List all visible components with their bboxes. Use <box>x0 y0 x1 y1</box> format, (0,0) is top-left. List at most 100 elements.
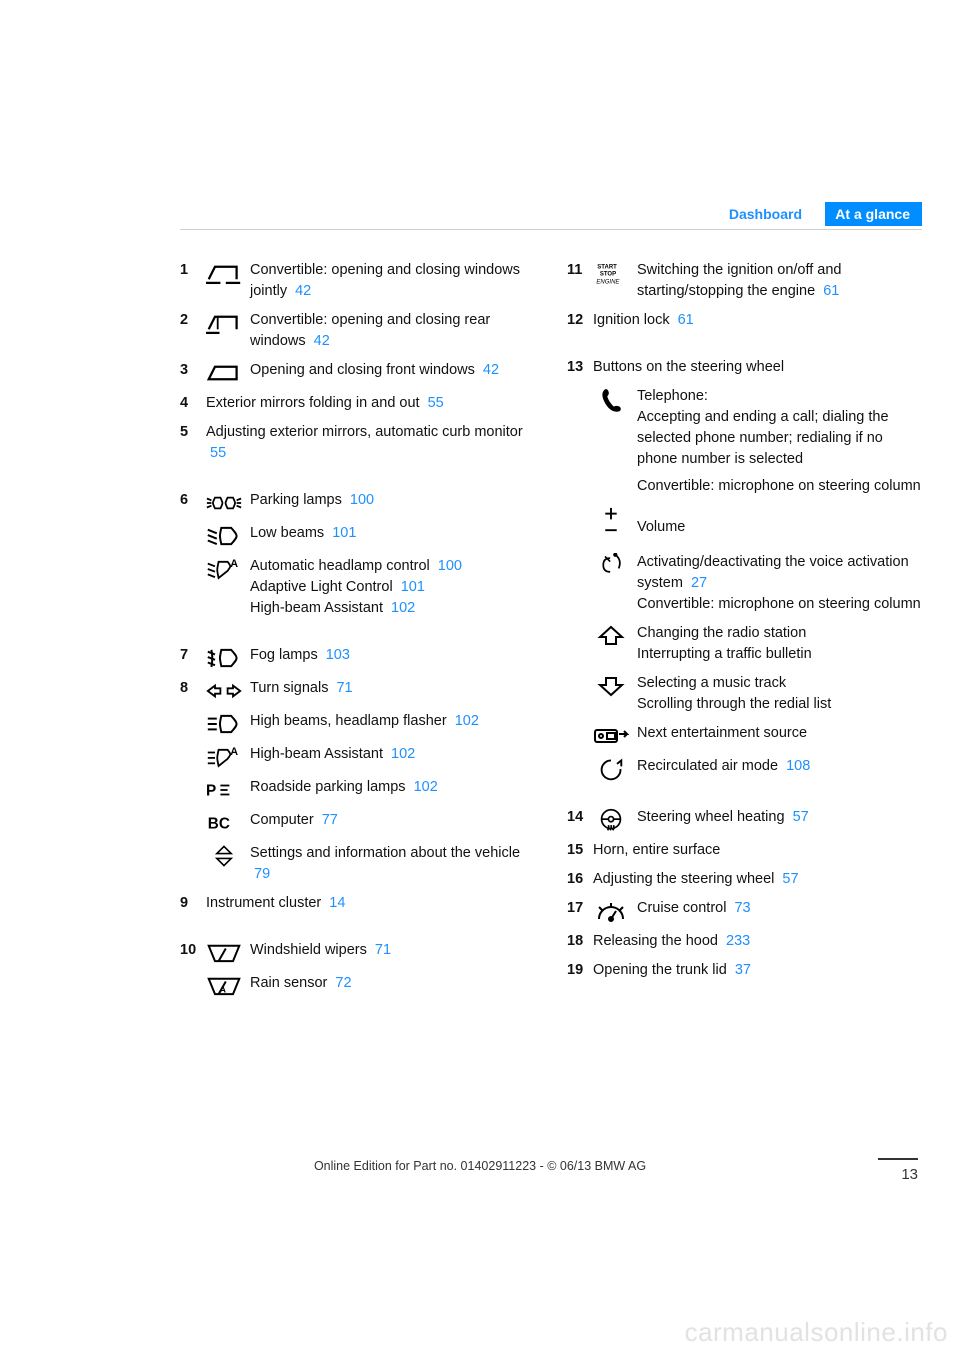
item-text: Accepting and ending a call; dialing the… <box>637 407 922 470</box>
item-10b: A Rain sensor 72 <box>206 973 535 998</box>
item-13e: Selecting a music track Scrolling throug… <box>593 673 922 715</box>
item-number: 13 <box>567 357 593 378</box>
item-text: Buttons on the steering wheel <box>593 359 784 375</box>
item-7: 7 Fog lamps 103 <box>180 645 535 670</box>
item-13a: Telephone: Accepting and ending a call; … <box>593 386 922 497</box>
page-ref[interactable]: 61 <box>678 312 694 328</box>
windshield-wipers-icon <box>206 940 250 965</box>
item-number: 14 <box>567 807 593 828</box>
page-ref[interactable]: 233 <box>726 933 750 949</box>
item-13: 13 Buttons on the steering wheel <box>567 357 922 378</box>
page-ref[interactable]: 14 <box>329 895 345 911</box>
fog-lamps-icon <box>206 645 250 670</box>
item-9: 9 Instrument cluster 14 <box>180 893 535 914</box>
item-text: Horn, entire surface <box>593 842 720 858</box>
windows-jointly-icon <box>206 260 250 285</box>
item-text: Changing the radio station <box>637 623 922 644</box>
page-ref[interactable]: 57 <box>793 809 809 825</box>
item-text: Windshield wipers <box>250 942 371 958</box>
item-18: 18 Releasing the hood 233 <box>567 931 922 952</box>
start-stop-engine-icon: STARTSTOPENGINE <box>593 260 637 285</box>
page-ref[interactable]: 42 <box>295 283 311 299</box>
item-text: Convertible: microphone on steering colu… <box>637 594 922 615</box>
page-ref[interactable]: 79 <box>254 866 270 882</box>
item-text: Fog lamps <box>250 647 322 663</box>
page-ref[interactable]: 72 <box>335 975 351 991</box>
item-text: Opening and closing front windows <box>250 362 479 378</box>
item-8f: Settings and information about the vehic… <box>206 843 535 885</box>
item-text: Convertible: opening and closing rear wi… <box>250 312 490 349</box>
item-text: Parking lamps <box>250 492 346 508</box>
page-ref[interactable]: 42 <box>483 362 499 378</box>
arrow-up-outline-icon <box>593 623 637 648</box>
item-number: 3 <box>180 360 206 381</box>
page-ref[interactable]: 61 <box>823 283 839 299</box>
item-number: 11 <box>567 260 593 281</box>
item-text: Interrupting a traffic bulletin <box>637 644 922 665</box>
item-number: 12 <box>567 310 593 331</box>
item-13c: Activating/deactivating the voice activa… <box>593 552 922 615</box>
auto-headlamp-icon: A <box>206 556 250 581</box>
rear-windows-icon <box>206 310 250 335</box>
page-ref[interactable]: 108 <box>786 758 810 774</box>
next-source-icon <box>593 723 637 748</box>
high-beam-assistant-icon: A <box>206 744 250 769</box>
header-section-badge: At a glance <box>825 202 922 226</box>
item-text: Convertible: microphone on steering colu… <box>637 476 922 497</box>
item-5: 5 Adjusting exterior mirrors, automatic … <box>180 422 535 464</box>
item-number: 9 <box>180 893 206 914</box>
svg-text:ENGINE: ENGINE <box>596 279 620 285</box>
page-ref[interactable]: 102 <box>391 746 415 762</box>
item-19: 19 Opening the trunk lid 37 <box>567 960 922 981</box>
item-2: 2 Convertible: opening and closing rear … <box>180 310 535 352</box>
page-ref[interactable]: 57 <box>782 871 798 887</box>
item-text: Adjusting exterior mirrors, automatic cu… <box>206 424 523 440</box>
recirculated-air-icon <box>593 756 637 781</box>
settings-triangles-icon <box>206 843 250 868</box>
high-beams-icon <box>206 711 250 736</box>
item-number: 19 <box>567 960 593 981</box>
page-ref[interactable]: 71 <box>375 942 391 958</box>
left-column: 1 Convertible: opening and closing windo… <box>180 260 535 1006</box>
item-text: Cruise control <box>637 900 730 916</box>
page-ref[interactable]: 100 <box>438 558 462 574</box>
item-text: Convertible: opening and closing windows… <box>250 262 520 299</box>
item-text: Next entertainment source <box>637 725 807 741</box>
svg-text:START: START <box>597 265 617 271</box>
footer-text: Online Edition for Part no. 01402911223 … <box>0 1159 960 1173</box>
voice-activation-icon <box>593 552 637 577</box>
turn-signals-icon <box>206 678 250 703</box>
item-8d: P Roadside parking lamps 102 <box>206 777 535 802</box>
page-ref[interactable]: 102 <box>414 779 438 795</box>
item-8c: A High-beam Assistant 102 <box>206 744 535 769</box>
page-ref[interactable]: 102 <box>455 713 479 729</box>
item-13b: Volume <box>593 505 922 538</box>
page-ref[interactable]: 73 <box>734 900 750 916</box>
page-ref[interactable]: 100 <box>350 492 374 508</box>
item-text: Steering wheel heating <box>637 809 789 825</box>
page-ref[interactable]: 42 <box>314 333 330 349</box>
page-ref[interactable]: 101 <box>332 525 356 541</box>
page-ref[interactable]: 55 <box>428 395 444 411</box>
page-ref[interactable]: 77 <box>322 812 338 828</box>
svg-text:BC: BC <box>208 816 230 833</box>
arrow-down-outline-icon <box>593 673 637 698</box>
page-ref[interactable]: 37 <box>735 962 751 978</box>
svg-text:A: A <box>220 985 227 995</box>
page-ref[interactable]: 102 <box>391 600 415 616</box>
page-ref[interactable]: 27 <box>691 575 707 591</box>
svg-text:P: P <box>206 783 216 800</box>
item-text: Settings and information about the vehic… <box>250 845 520 861</box>
page-ref[interactable]: 101 <box>401 579 425 595</box>
page-ref[interactable]: 55 <box>210 445 226 461</box>
item-text: Instrument cluster <box>206 895 325 911</box>
item-text: Opening the trunk lid <box>593 962 731 978</box>
item-text: Releasing the hood <box>593 933 722 949</box>
low-beams-icon <box>206 523 250 548</box>
header-dashboard-link[interactable]: Dashboard <box>729 206 802 222</box>
item-number: 7 <box>180 645 206 666</box>
item-14: 14 Steering wheel heating 57 <box>567 807 922 832</box>
item-15: 15 Horn, entire surface <box>567 840 922 861</box>
page-ref[interactable]: 103 <box>326 647 350 663</box>
page-ref[interactable]: 71 <box>336 680 352 696</box>
